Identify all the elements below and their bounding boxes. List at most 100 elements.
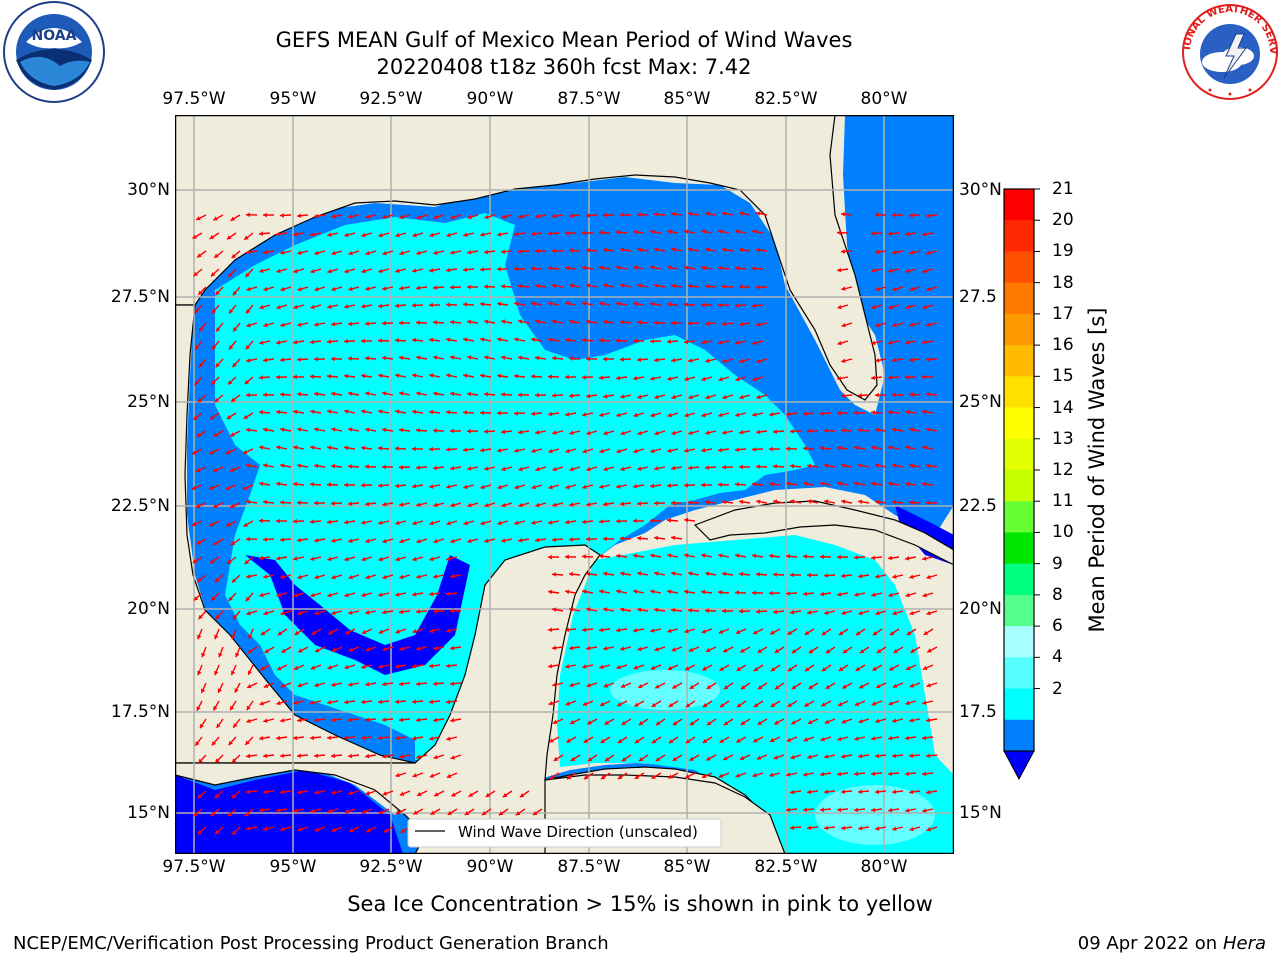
wind-arrow-head [331, 391, 336, 397]
wind-arrow-head [399, 754, 404, 759]
wind-arrow-head [518, 466, 523, 472]
wind-arrow-head [548, 231, 552, 236]
wind-arrow-head [416, 428, 421, 433]
wind-arrow-head [637, 466, 642, 471]
wind-arrow-head [718, 340, 723, 345]
wind-arrow-head [702, 773, 707, 779]
wind-arrow-head [905, 481, 910, 487]
wind-arrow-head [348, 682, 353, 687]
wind-arrow-head [344, 409, 349, 414]
wind-arrow-head [872, 631, 878, 636]
wind-arrow-head [246, 705, 251, 711]
wind-arrow-head [650, 448, 655, 454]
wind-arrow-head [841, 322, 846, 328]
wind-arrow-head [429, 337, 434, 343]
wind-arrow-head [701, 229, 706, 234]
wind-arrow-head [293, 665, 299, 670]
wind-arrow-head [548, 701, 553, 706]
wind-arrow-head [450, 645, 455, 651]
colorbar-tick-label: 4 [1052, 647, 1063, 668]
wind-arrow-head [344, 519, 349, 525]
wind-arrow-head [620, 466, 625, 472]
wind-arrow-head [416, 320, 420, 325]
wind-arrow-head [548, 589, 553, 595]
wind-arrow-head [922, 409, 927, 415]
wind-arrow-head [718, 447, 723, 453]
wind-arrow-head [382, 320, 386, 326]
colorbar-segment [1004, 719, 1034, 752]
wind-arrow-head [599, 338, 604, 343]
wind-arrow-head [854, 807, 859, 813]
wind-arrow-head [667, 302, 672, 307]
wind-arrow-head [702, 703, 708, 708]
wind-arrow-head [235, 652, 240, 658]
colorbar-segment [1004, 688, 1034, 721]
wind-arrow-head [736, 703, 742, 708]
wind-arrow-head [668, 739, 674, 744]
wind-arrow-head [548, 301, 553, 306]
wind-arrow-head [837, 481, 842, 486]
wind-arrow-head [535, 392, 539, 398]
wind-arrow-head [227, 559, 232, 564]
wind-arrow-head [297, 717, 302, 723]
lat-tick-label: 30°N [127, 180, 170, 200]
wind-arrow-head [484, 392, 489, 397]
wind-arrow-head [412, 699, 417, 704]
colorbar-segment [1004, 189, 1034, 221]
wind-arrow-head [753, 703, 759, 708]
wind-arrow-head [569, 682, 574, 688]
wind-arrow-head [215, 758, 220, 763]
wind-arrow-head [429, 773, 435, 778]
wind-arrow-head [875, 574, 880, 579]
wind-arrow-head [705, 394, 710, 400]
wind-arrow-head [246, 789, 251, 795]
wind-arrow-head [671, 430, 676, 436]
wind-arrow-head [583, 775, 589, 780]
wind-arrow-head [586, 502, 591, 507]
wind-arrow-head [634, 702, 639, 707]
wind-arrow-head [735, 482, 740, 487]
wind-arrow-head [565, 374, 569, 380]
wind-arrow-head [518, 355, 523, 361]
wind-arrow-head [361, 556, 366, 562]
wind-arrow-head [263, 683, 269, 688]
wind-arrow-head [246, 322, 251, 328]
wind-arrow-head [888, 375, 892, 380]
wind-arrow-head [774, 648, 780, 653]
wind-arrow-head [667, 412, 672, 418]
wind-arrow-head [501, 355, 506, 360]
wind-arrow-head [599, 448, 604, 454]
wind-arrow-head [671, 247, 676, 252]
wind-arrow-head [565, 265, 570, 271]
colorbar-segment [1004, 220, 1034, 252]
wind-arrow-head [858, 573, 863, 579]
wind-arrow-head [344, 373, 349, 379]
wind-arrow-head [501, 392, 505, 397]
wind-arrow-head [228, 272, 233, 277]
wind-arrow-head [501, 319, 506, 324]
wind-arrow-head [773, 464, 778, 469]
wind-arrow-head [841, 286, 846, 291]
wind-arrow-head [685, 666, 690, 671]
wind-arrow-head [871, 304, 876, 310]
wind-arrow-head [514, 373, 519, 379]
wind-arrow-head [565, 589, 570, 595]
wind-arrow-head [548, 554, 552, 560]
wind-arrow-head [331, 827, 337, 832]
wind-arrow-head [671, 283, 676, 289]
wind-arrow-head [926, 392, 931, 397]
wind-arrow-head [378, 664, 383, 669]
wind-arrow-head [501, 284, 506, 289]
wind-arrow-head [739, 429, 744, 435]
wind-arrow-head [654, 571, 659, 576]
wind-arrow-head [889, 666, 894, 671]
wind-arrow-head [824, 719, 830, 724]
wind-arrow-head [378, 592, 383, 597]
colorbar-tick-label: 20 [1052, 210, 1074, 231]
wind-arrow-head [718, 629, 724, 634]
lon-tick-label: 82.5°W [754, 89, 818, 109]
wind-arrow-head [416, 355, 421, 360]
wind-arrow-head [858, 427, 863, 433]
wind-arrow-head [654, 607, 659, 613]
wind-arrow-head [617, 739, 623, 744]
